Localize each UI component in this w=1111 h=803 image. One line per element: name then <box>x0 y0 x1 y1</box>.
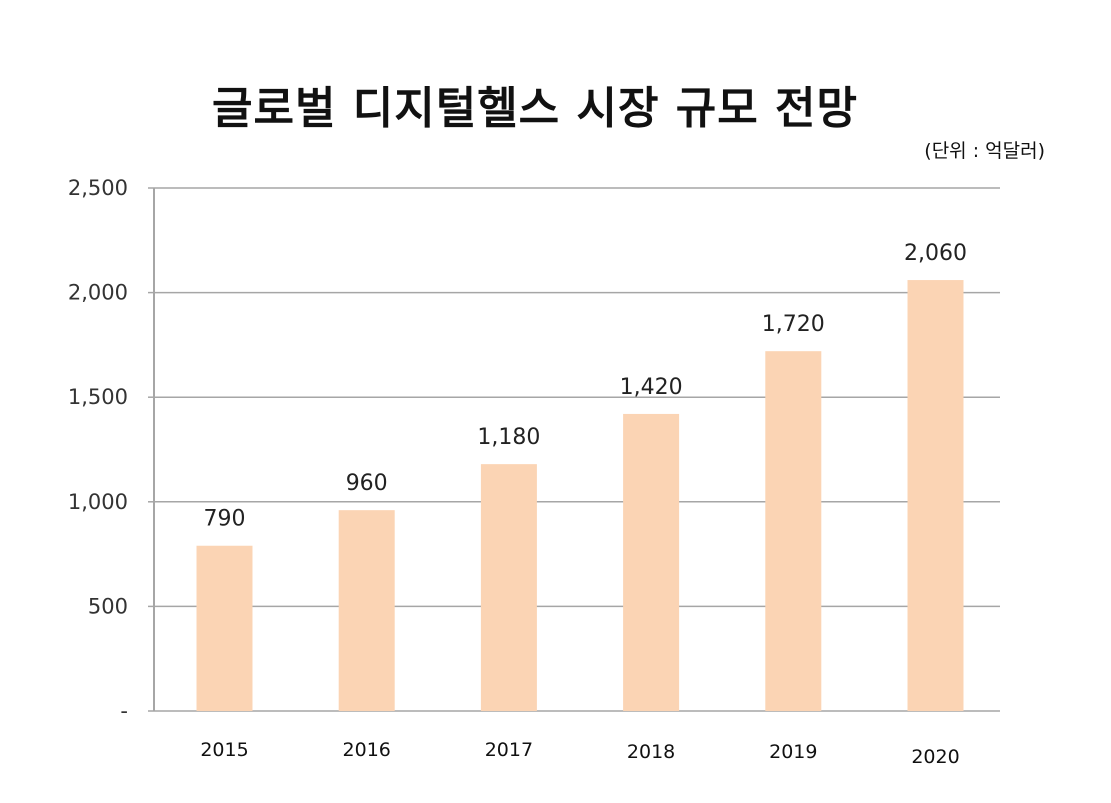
bar-2016 <box>338 510 395 711</box>
x-tick-label: 2015 <box>200 739 248 761</box>
y-tick-label: 500 <box>88 594 128 618</box>
y-tick-label: 1,000 <box>68 490 128 514</box>
x-tick-label: 2017 <box>485 739 533 761</box>
data-label: 1,420 <box>620 375 683 400</box>
y-tick-label: 2,000 <box>68 281 128 305</box>
x-tick-label: 2018 <box>627 741 675 763</box>
y-tick-label: - <box>120 699 128 723</box>
data-label: 960 <box>346 471 388 496</box>
x-tick-label: 2020 <box>911 746 959 768</box>
y-tick-label: 1,500 <box>68 385 128 409</box>
x-tick-label: 2016 <box>343 739 391 761</box>
bar-2017 <box>480 464 537 711</box>
bar-2020 <box>907 280 964 711</box>
bar-2018 <box>623 413 680 711</box>
data-label: 1,180 <box>477 425 540 450</box>
data-label: 1,720 <box>762 312 825 337</box>
data-label: 790 <box>204 507 246 532</box>
x-tick-label: 2019 <box>769 741 817 763</box>
bar-2019 <box>765 351 822 711</box>
unit-label: (단위 : 억달러) <box>924 140 1045 162</box>
bar-2015 <box>196 545 253 711</box>
data-label: 2,060 <box>904 241 967 266</box>
y-tick-label: 2,500 <box>68 176 128 200</box>
chart-title: 글로벌 디지털헬스 시장 규모 전망 <box>212 83 858 134</box>
